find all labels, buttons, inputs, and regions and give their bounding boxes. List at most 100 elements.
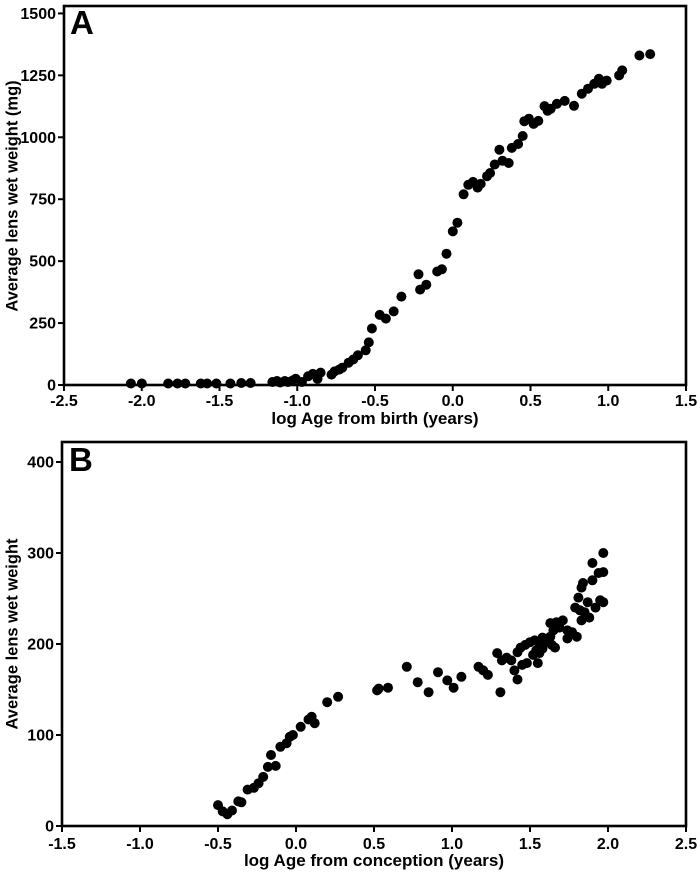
data-point-a bbox=[136, 378, 147, 389]
x-tick-label: 1.5 bbox=[519, 836, 541, 853]
y-tick-label: 1000 bbox=[20, 130, 56, 147]
y-tick-label: 100 bbox=[27, 728, 54, 745]
y-tick-label: 300 bbox=[27, 546, 54, 563]
data-point-a bbox=[485, 168, 496, 178]
data-point-b bbox=[506, 655, 517, 666]
data-point-a bbox=[180, 378, 191, 389]
data-point-a bbox=[236, 378, 247, 388]
y-tick-label: 200 bbox=[27, 637, 54, 654]
data-point-b bbox=[587, 558, 598, 568]
data-point-a bbox=[421, 279, 432, 290]
data-point-b bbox=[573, 592, 584, 603]
x-tick-label: -1.0 bbox=[283, 393, 311, 410]
x-tick-label: 0.5 bbox=[363, 836, 385, 853]
x-tick-label: 2.0 bbox=[597, 836, 619, 853]
x-tick-label: -1.5 bbox=[206, 393, 234, 410]
data-point-b bbox=[512, 674, 523, 685]
x-tick-label: 1.0 bbox=[441, 836, 463, 853]
data-point-b bbox=[578, 578, 588, 588]
data-point-a bbox=[363, 337, 374, 348]
data-point-a bbox=[125, 378, 136, 389]
data-point-a bbox=[163, 378, 174, 389]
data-point-a bbox=[551, 98, 562, 109]
data-point-a bbox=[245, 378, 256, 388]
panel-a-x-axis-label: log Age from birth (years) bbox=[271, 409, 479, 428]
data-point-b bbox=[322, 697, 333, 708]
y-tick-label: 250 bbox=[29, 316, 56, 333]
data-point-a bbox=[601, 75, 612, 86]
data-point-a bbox=[172, 378, 183, 389]
y-tick-label: 750 bbox=[29, 192, 56, 209]
data-point-b bbox=[509, 665, 520, 676]
data-point-a bbox=[569, 100, 579, 111]
data-point-a bbox=[452, 217, 463, 228]
data-point-b bbox=[266, 750, 276, 760]
y-tick-label: 500 bbox=[29, 254, 56, 271]
data-point-b bbox=[582, 597, 593, 608]
data-point-b bbox=[236, 797, 247, 808]
panel-b-letter: B bbox=[69, 441, 93, 478]
data-point-a bbox=[366, 323, 377, 334]
data-point-b bbox=[532, 658, 543, 669]
data-point-b bbox=[287, 730, 298, 740]
data-point-a bbox=[475, 178, 486, 189]
data-point-a bbox=[441, 248, 452, 259]
data-point-b bbox=[309, 718, 320, 729]
data-point-a bbox=[380, 313, 391, 324]
x-tick-label: -2.0 bbox=[128, 393, 156, 410]
x-tick-label: 0.0 bbox=[285, 836, 307, 853]
data-point-a bbox=[458, 189, 469, 200]
data-point-b bbox=[557, 615, 568, 626]
data-point-b bbox=[576, 615, 587, 626]
data-point-a bbox=[617, 65, 628, 76]
data-point-a bbox=[413, 269, 424, 280]
data-point-a bbox=[503, 158, 514, 168]
panel-b-y-axis-label: Average lens wet weight bbox=[3, 538, 22, 730]
data-point-b bbox=[227, 805, 237, 816]
data-point-b bbox=[270, 760, 281, 771]
data-point-b bbox=[258, 771, 269, 782]
x-tick-label: 0.0 bbox=[442, 393, 464, 410]
data-point-b bbox=[448, 682, 459, 693]
x-tick-label: -0.5 bbox=[361, 393, 389, 410]
data-point-b bbox=[598, 597, 609, 608]
x-tick-label: 2.5 bbox=[675, 836, 697, 853]
data-point-b bbox=[521, 658, 532, 669]
y-tick-label: 1500 bbox=[20, 6, 56, 23]
data-point-a bbox=[202, 378, 213, 389]
data-point-b bbox=[423, 687, 434, 698]
data-point-b bbox=[598, 567, 609, 578]
data-point-b bbox=[295, 721, 306, 732]
data-point-b bbox=[571, 631, 582, 642]
data-point-a bbox=[211, 378, 222, 389]
data-point-a bbox=[559, 95, 570, 106]
data-point-b bbox=[492, 648, 503, 659]
data-point-b bbox=[433, 667, 443, 678]
data-point-b bbox=[550, 642, 560, 653]
y-tick-label: 0 bbox=[45, 819, 54, 836]
data-point-b bbox=[262, 761, 273, 772]
y-tick-label: 0 bbox=[47, 378, 56, 395]
x-tick-label: -1.5 bbox=[48, 836, 76, 853]
data-point-a bbox=[513, 139, 524, 149]
data-point-b bbox=[598, 548, 609, 558]
data-point-b bbox=[373, 683, 384, 694]
data-point-a bbox=[225, 378, 236, 389]
x-tick-label: -1.0 bbox=[126, 836, 154, 853]
x-tick-label: 1.5 bbox=[675, 393, 697, 410]
data-point-a bbox=[447, 226, 458, 237]
data-point-a bbox=[352, 350, 363, 361]
data-point-a bbox=[388, 306, 399, 317]
plot-frame-b bbox=[60, 440, 688, 828]
data-point-b bbox=[482, 669, 493, 680]
data-point-b bbox=[401, 661, 412, 672]
x-tick-label: -0.5 bbox=[204, 836, 232, 853]
panel-b-x-axis-label: log Age from conception (years) bbox=[243, 851, 505, 870]
data-point-a bbox=[494, 144, 505, 155]
data-point-a bbox=[634, 50, 645, 61]
data-point-a bbox=[533, 115, 544, 126]
data-point-b bbox=[333, 691, 344, 702]
data-point-b bbox=[412, 677, 423, 688]
